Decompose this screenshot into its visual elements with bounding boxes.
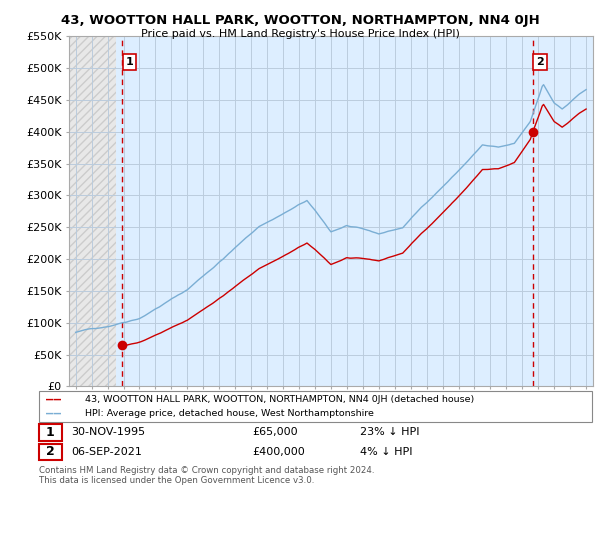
Text: 4% ↓ HPI: 4% ↓ HPI (360, 447, 413, 457)
Text: £65,000: £65,000 (252, 427, 298, 437)
Text: 2: 2 (536, 57, 544, 67)
Text: 2: 2 (46, 445, 55, 459)
Text: £400,000: £400,000 (252, 447, 305, 457)
Text: ——: —— (46, 407, 61, 419)
Text: 43, WOOTTON HALL PARK, WOOTTON, NORTHAMPTON, NN4 0JH: 43, WOOTTON HALL PARK, WOOTTON, NORTHAMP… (61, 14, 539, 27)
Text: 30-NOV-1995: 30-NOV-1995 (71, 427, 145, 437)
Text: 06-SEP-2021: 06-SEP-2021 (71, 447, 142, 457)
Text: 1: 1 (46, 426, 55, 439)
Text: HPI: Average price, detached house, West Northamptonshire: HPI: Average price, detached house, West… (85, 409, 374, 418)
Text: Price paid vs. HM Land Registry's House Price Index (HPI): Price paid vs. HM Land Registry's House … (140, 29, 460, 39)
Text: ——: —— (46, 393, 61, 406)
Text: 23% ↓ HPI: 23% ↓ HPI (360, 427, 419, 437)
Text: 43, WOOTTON HALL PARK, WOOTTON, NORTHAMPTON, NN4 0JH (detached house): 43, WOOTTON HALL PARK, WOOTTON, NORTHAMP… (85, 395, 475, 404)
Text: Contains HM Land Registry data © Crown copyright and database right 2024.
This d: Contains HM Land Registry data © Crown c… (39, 466, 374, 486)
Text: 1: 1 (125, 57, 133, 67)
Bar (69, 36, 116, 386)
